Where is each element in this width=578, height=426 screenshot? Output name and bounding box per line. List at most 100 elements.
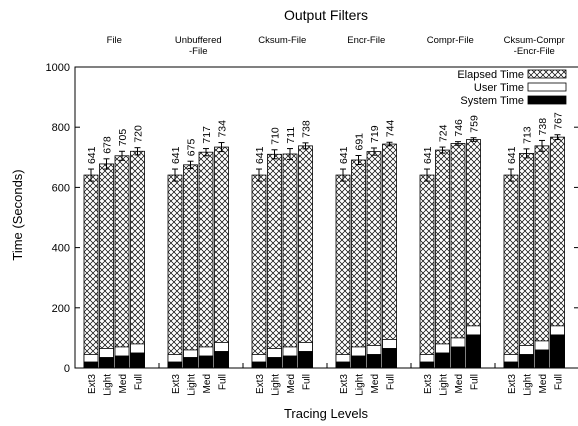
data-label: 724 bbox=[438, 124, 450, 142]
bar-elapsed bbox=[450, 143, 466, 369]
group-label: Encr-File bbox=[347, 35, 385, 46]
bar-elapsed bbox=[435, 149, 450, 369]
bar-system bbox=[550, 334, 565, 369]
bar-system bbox=[435, 352, 450, 369]
bar-system bbox=[83, 361, 99, 369]
legend-label-system: System Time bbox=[460, 95, 524, 107]
bar-system bbox=[534, 349, 550, 369]
data-label: 641 bbox=[422, 146, 434, 164]
group-label: -File bbox=[189, 46, 207, 57]
bar-elapsed bbox=[419, 174, 435, 369]
bar-system bbox=[335, 361, 351, 369]
group-label: Unbuffered bbox=[175, 35, 222, 46]
data-label: 734 bbox=[217, 120, 229, 138]
bar-elapsed bbox=[298, 145, 313, 369]
group-label: Compr-File bbox=[427, 35, 474, 46]
group-labels: File Unbuffered-File Cksum-File Encr-File Co… bbox=[107, 35, 565, 57]
bar-elapsed bbox=[251, 174, 267, 369]
bar-system bbox=[503, 361, 519, 369]
category-label: Med bbox=[370, 374, 381, 393]
bar-elapsed bbox=[282, 153, 298, 369]
category-label: Full bbox=[554, 374, 565, 390]
group-label: Cksum-Compr bbox=[504, 35, 565, 46]
category-label: Light bbox=[355, 374, 366, 396]
category-label: Med bbox=[286, 374, 297, 393]
bar-system bbox=[366, 354, 382, 369]
data-label: 744 bbox=[385, 120, 397, 138]
category-label: Ext3 bbox=[507, 374, 518, 394]
category-label: Light bbox=[271, 374, 282, 396]
bar-system bbox=[419, 361, 435, 369]
data-label: 675 bbox=[186, 139, 198, 157]
data-label: 641 bbox=[86, 146, 98, 164]
bar-elapsed bbox=[214, 146, 229, 369]
legend-swatch-user bbox=[527, 82, 567, 92]
bar-elapsed bbox=[382, 143, 397, 369]
data-label: 738 bbox=[537, 118, 549, 136]
bar-elapsed bbox=[83, 174, 99, 369]
category-label: Light bbox=[103, 374, 114, 396]
bar-system bbox=[114, 355, 130, 369]
bar-elapsed bbox=[366, 151, 382, 369]
category-label: Med bbox=[454, 374, 465, 393]
data-label: 710 bbox=[270, 127, 282, 145]
chart-title: Output Filters bbox=[284, 7, 368, 23]
category-label: Full bbox=[386, 374, 397, 390]
bar-system bbox=[198, 355, 214, 369]
bar-system bbox=[167, 361, 183, 369]
bar-elapsed bbox=[99, 163, 114, 369]
data-label: 720 bbox=[133, 125, 145, 143]
bar-system bbox=[251, 361, 267, 369]
bars bbox=[83, 134, 565, 369]
data-label: 767 bbox=[553, 112, 565, 130]
bar-elapsed bbox=[519, 152, 534, 369]
bar-elapsed bbox=[167, 174, 183, 369]
group-label: File bbox=[107, 35, 122, 46]
legend-label-user: User Time bbox=[474, 82, 524, 94]
bar-elapsed bbox=[130, 150, 145, 369]
data-label: 738 bbox=[301, 120, 313, 138]
bar-elapsed bbox=[351, 159, 366, 369]
bar-elapsed bbox=[335, 174, 351, 369]
category-label: Ext3 bbox=[255, 374, 266, 394]
data-label: 717 bbox=[201, 126, 213, 144]
bar-system bbox=[214, 351, 229, 369]
bar-elapsed bbox=[183, 164, 198, 369]
bar-system bbox=[351, 355, 366, 369]
data-label: 711 bbox=[285, 127, 297, 144]
data-label: 705 bbox=[117, 129, 129, 147]
legend-swatch-elapsed bbox=[527, 69, 567, 79]
bar-elapsed bbox=[267, 153, 282, 369]
y-tick-label: 200 bbox=[52, 303, 70, 315]
legend-swatch-system bbox=[527, 95, 567, 105]
bar-system bbox=[450, 346, 466, 369]
y-tick-label: 600 bbox=[52, 182, 70, 194]
y-tick-label: 800 bbox=[52, 122, 70, 134]
data-label: 691 bbox=[354, 133, 366, 151]
category-label: Ext3 bbox=[171, 374, 182, 394]
data-label: 746 bbox=[453, 119, 465, 137]
category-label: Full bbox=[470, 374, 481, 390]
bar-elapsed bbox=[114, 155, 130, 369]
bar-system bbox=[99, 357, 114, 369]
bar-elapsed bbox=[198, 151, 214, 369]
category-label: Ext3 bbox=[87, 374, 98, 394]
y-tick-label: 400 bbox=[52, 243, 70, 255]
data-label: 641 bbox=[338, 146, 350, 164]
data-label: 713 bbox=[522, 126, 534, 144]
bar-system bbox=[382, 348, 397, 369]
group-label: -Encr-File bbox=[514, 46, 555, 57]
category-label: Light bbox=[439, 374, 450, 396]
data-label: 641 bbox=[170, 146, 182, 164]
y-axis-label: Time (Seconds) bbox=[10, 169, 25, 260]
category-labels: 641 Ext3 678 Light 705 Med 720 Full 641 Ext3 675 Li… bbox=[86, 112, 565, 396]
y-axis: 0 200 400 600 800 1000 bbox=[46, 62, 578, 375]
bar-system bbox=[519, 354, 534, 369]
category-label: Med bbox=[202, 374, 213, 393]
category-label: Full bbox=[218, 374, 229, 390]
data-label: 759 bbox=[469, 115, 481, 133]
data-label: 641 bbox=[254, 146, 266, 164]
data-label: 641 bbox=[506, 146, 518, 164]
legend: Elapsed Time User Time System Time bbox=[457, 69, 567, 107]
bar-system bbox=[466, 334, 481, 369]
